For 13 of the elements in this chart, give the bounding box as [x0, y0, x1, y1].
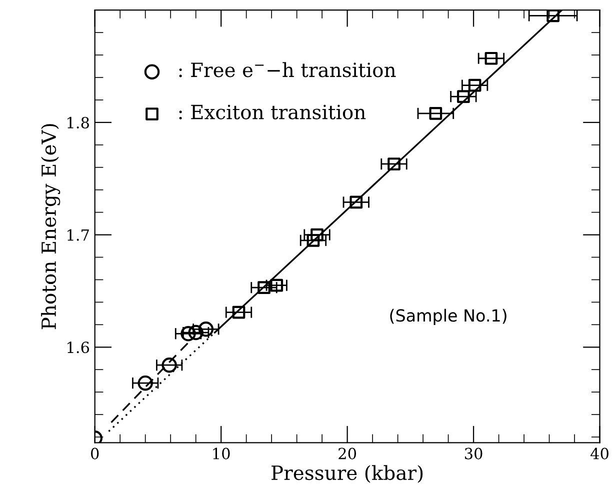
x-tick-label: 20 — [338, 448, 356, 460]
legend-label: : Free e$^{−}$−h transition — [179, 62, 396, 78]
x-tick-label: 0 — [91, 448, 99, 460]
annotation: (Sample No.1) — [390, 308, 506, 325]
legend-label: : Exciton transition — [179, 104, 366, 120]
y-tick-label: 1.8 — [68, 116, 89, 128]
x-tick-label: 30 — [464, 448, 482, 460]
x-tick-label: 40 — [590, 448, 608, 460]
x-tick-label: 10 — [213, 448, 230, 460]
y-axis-title: Photon Energy E(eV) — [41, 124, 60, 330]
x-axis-title: Pressure (kbar) — [272, 465, 423, 483]
y-tick-label: 1.6 — [68, 342, 90, 354]
y-tick-label: 1.7 — [68, 229, 89, 241]
